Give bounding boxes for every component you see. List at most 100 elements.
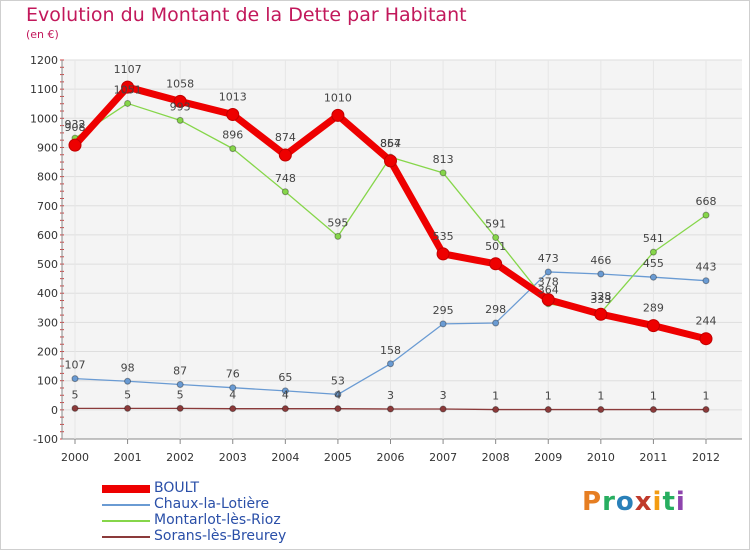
data-point <box>649 248 657 256</box>
y-tick-label: 400 <box>37 287 58 300</box>
data-point <box>702 277 710 285</box>
data-label: 867 <box>380 137 401 150</box>
x-tick-label: 2000 <box>61 451 89 464</box>
logo-letter: i <box>652 487 663 517</box>
y-tick-label: 100 <box>37 375 58 388</box>
data-point <box>492 319 500 327</box>
data-point <box>702 211 710 219</box>
chart-unit: (en €) <box>26 28 59 41</box>
y-tick-label: 700 <box>37 200 58 213</box>
data-label: 443 <box>696 261 717 274</box>
data-point <box>594 307 608 321</box>
data-label: 1 <box>545 390 552 403</box>
data-point <box>173 94 187 108</box>
logo-letter: x <box>634 487 653 517</box>
data-label: 5 <box>72 388 79 401</box>
data-point <box>649 273 657 281</box>
data-label: 1051 <box>114 83 142 96</box>
data-point <box>71 404 79 412</box>
y-tick-label: 800 <box>37 171 58 184</box>
data-point <box>334 405 342 413</box>
data-label: 53 <box>331 374 345 387</box>
data-label: 854 <box>380 137 401 150</box>
data-point <box>281 387 289 395</box>
chart-title: Evolution du Montant de la Dette par Hab… <box>26 4 467 26</box>
data-label: 535 <box>433 230 454 243</box>
data-point <box>176 116 184 124</box>
data-point <box>176 380 184 388</box>
data-label: 298 <box>485 303 506 316</box>
y-tick-label: 600 <box>37 229 58 242</box>
data-label: 1107 <box>114 63 142 76</box>
data-label: 76 <box>226 368 240 381</box>
legend-swatch-montarlot <box>102 520 150 522</box>
data-label: 541 <box>643 232 664 245</box>
data-label: 813 <box>433 153 454 166</box>
data-label: 289 <box>643 302 664 315</box>
data-label: 932 <box>65 118 86 131</box>
data-point <box>229 145 237 153</box>
data-point <box>278 148 292 162</box>
y-tick-label: 500 <box>37 258 58 271</box>
x-tick-label: 2012 <box>692 451 720 464</box>
data-point <box>387 360 394 368</box>
x-tick-label: 2005 <box>324 451 352 464</box>
data-label: 1 <box>597 390 604 403</box>
data-point <box>544 268 552 276</box>
data-label: 158 <box>380 344 401 357</box>
data-label: 908 <box>65 121 86 134</box>
data-point <box>334 232 342 240</box>
legend-swatch-sorans <box>102 536 150 538</box>
logo-letter: o <box>615 487 635 517</box>
data-label: 4 <box>334 389 341 402</box>
data-label: 473 <box>538 252 559 265</box>
legend-label-chaux: Chaux-la-Lotière <box>154 496 270 512</box>
logo-letter: P <box>582 487 603 517</box>
data-point <box>702 406 710 414</box>
x-tick-label: 2004 <box>271 451 299 464</box>
data-label: 3 <box>387 389 394 402</box>
data-point <box>439 405 447 413</box>
data-label: 98 <box>121 361 135 374</box>
x-tick-label: 2003 <box>219 451 247 464</box>
data-point <box>597 270 605 278</box>
logo-letter: i <box>675 487 686 517</box>
y-tick-label: 200 <box>37 346 58 359</box>
data-point <box>492 406 500 414</box>
x-tick-label: 2007 <box>429 451 457 464</box>
data-point <box>492 234 500 242</box>
data-label: 1013 <box>219 91 247 104</box>
data-label: 1058 <box>166 77 194 90</box>
data-label: 107 <box>65 359 86 372</box>
data-point <box>541 293 555 307</box>
y-tick-label: 1200 <box>30 54 58 67</box>
x-tick-label: 2008 <box>482 451 510 464</box>
data-label: 896 <box>222 129 243 142</box>
data-label: 244 <box>696 315 717 328</box>
data-label: 874 <box>275 131 296 144</box>
data-label: 1 <box>703 390 710 403</box>
data-point <box>281 188 289 196</box>
data-point <box>176 404 184 412</box>
legend-label-sorans: Sorans-lès-Breurey <box>154 528 287 544</box>
data-point <box>331 108 345 122</box>
data-label: 1 <box>492 390 499 403</box>
data-label: 333 <box>590 293 611 306</box>
data-label: 993 <box>170 100 191 113</box>
data-label: 87 <box>173 364 187 377</box>
y-tick-label: 0 <box>51 404 58 417</box>
y-tick-label: 900 <box>37 141 58 154</box>
data-point <box>649 406 657 414</box>
data-label: 668 <box>696 195 717 208</box>
data-point <box>229 405 237 413</box>
data-point <box>226 108 240 122</box>
data-label: 591 <box>485 218 506 231</box>
data-point <box>124 99 132 107</box>
data-label: 328 <box>590 290 611 303</box>
data-label: 378 <box>538 276 559 289</box>
legend-swatch-boult <box>102 485 150 493</box>
x-tick-label: 2002 <box>166 451 194 464</box>
logo-letter: t <box>662 487 676 517</box>
data-label: 65 <box>278 371 292 384</box>
